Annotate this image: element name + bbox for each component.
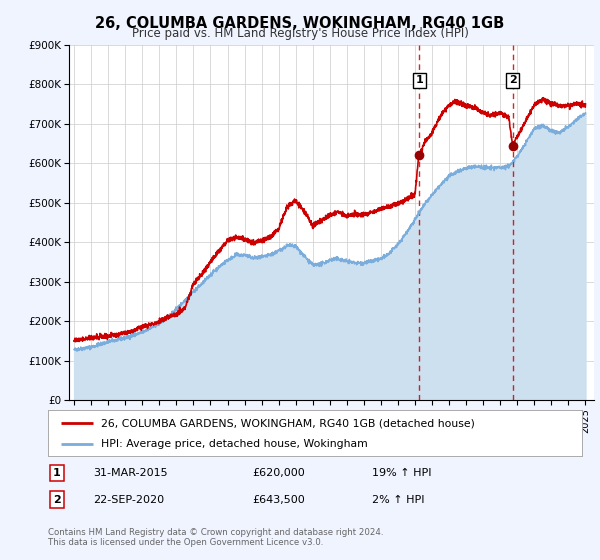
Text: 26, COLUMBA GARDENS, WOKINGHAM, RG40 1GB: 26, COLUMBA GARDENS, WOKINGHAM, RG40 1GB <box>95 16 505 31</box>
Text: £643,500: £643,500 <box>252 494 305 505</box>
Text: 2: 2 <box>509 76 517 85</box>
Text: Contains HM Land Registry data © Crown copyright and database right 2024.
This d: Contains HM Land Registry data © Crown c… <box>48 528 383 547</box>
Text: £620,000: £620,000 <box>252 468 305 478</box>
Text: 19% ↑ HPI: 19% ↑ HPI <box>372 468 431 478</box>
Text: 1: 1 <box>53 468 61 478</box>
Text: 31-MAR-2015: 31-MAR-2015 <box>93 468 167 478</box>
Text: 22-SEP-2020: 22-SEP-2020 <box>93 494 164 505</box>
Text: 1: 1 <box>415 76 423 85</box>
Text: 2: 2 <box>53 494 61 505</box>
Text: 26, COLUMBA GARDENS, WOKINGHAM, RG40 1GB (detached house): 26, COLUMBA GARDENS, WOKINGHAM, RG40 1GB… <box>101 418 475 428</box>
Text: HPI: Average price, detached house, Wokingham: HPI: Average price, detached house, Woki… <box>101 438 368 449</box>
Text: 2% ↑ HPI: 2% ↑ HPI <box>372 494 425 505</box>
Text: Price paid vs. HM Land Registry's House Price Index (HPI): Price paid vs. HM Land Registry's House … <box>131 27 469 40</box>
